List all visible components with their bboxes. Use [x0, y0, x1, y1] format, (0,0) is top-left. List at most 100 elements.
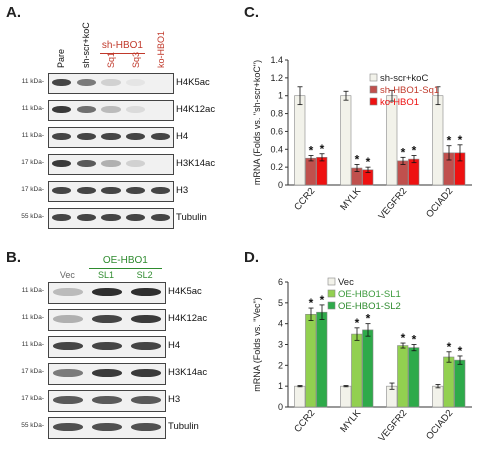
protein-band [130, 422, 161, 432]
blot-label: H4 [176, 130, 189, 142]
significance-mark: * [309, 144, 314, 158]
protein-band [91, 287, 123, 297]
blot-label: H4K5ac [176, 76, 210, 88]
blot-strip [48, 73, 174, 94]
legend-label: OE-HBO1-SL2 [338, 301, 401, 312]
significance-mark: * [412, 333, 417, 347]
protein-band [101, 213, 121, 222]
kda-marker: 11 kDa- [21, 341, 44, 348]
protein-band [126, 132, 146, 141]
y-tick-label: 0.4 [270, 144, 283, 154]
protein-band [53, 341, 84, 351]
significance-mark: * [447, 134, 452, 148]
y-tick-label: 4 [278, 319, 283, 329]
blot-label: H3K14ac [168, 367, 208, 378]
significance-mark: * [320, 142, 325, 156]
y-tick-label: 0.2 [270, 162, 283, 172]
legend-label: sh-scr+koC [380, 73, 428, 84]
significance-mark: * [401, 331, 406, 345]
protein-band [51, 213, 72, 222]
bar [454, 359, 466, 408]
protein-band [76, 159, 96, 168]
protein-band [150, 132, 171, 141]
blot-strip [48, 390, 166, 412]
lane-label: Vec [59, 270, 75, 280]
significance-mark: * [458, 133, 463, 147]
protein-band [51, 132, 72, 141]
protein-band [91, 395, 123, 405]
legend-swatch [369, 97, 378, 106]
blot-label: H4K5ac [168, 286, 202, 297]
bar [305, 157, 317, 186]
protein-band [91, 314, 123, 324]
protein-band [53, 395, 84, 405]
bar [340, 385, 352, 408]
category-label: CCR2 [292, 186, 317, 213]
protein-band [126, 105, 146, 114]
category-label: MYLK [338, 407, 363, 434]
bar [432, 95, 444, 186]
significance-mark: * [401, 145, 406, 159]
category-label: OCIAD2 [424, 408, 455, 442]
significance-mark: * [366, 312, 371, 326]
category-label: MYLK [338, 185, 363, 212]
protein-band [130, 314, 161, 324]
lane-label: ko-HBO1 [155, 30, 166, 68]
significance-mark: * [355, 152, 360, 166]
bar [294, 385, 306, 408]
protein-band [101, 132, 121, 141]
bar [305, 313, 317, 408]
blot-label: H3 [176, 184, 189, 196]
kda-marker: 11 kDa- [21, 314, 44, 321]
protein-band [53, 287, 84, 297]
protein-band [76, 132, 96, 141]
blot-strip [48, 208, 174, 229]
blot-label: H3 [168, 394, 181, 405]
y-tick-label: 0.8 [270, 109, 283, 119]
y-tick-label: 3 [278, 340, 283, 350]
blot-label: H4 [168, 340, 181, 351]
protein-band [101, 105, 121, 114]
y-tick-label: 0 [278, 180, 283, 190]
category-label: OCIAD2 [424, 186, 455, 220]
protein-band [76, 213, 96, 222]
protein-band [150, 186, 171, 195]
kda-marker: 17 kDa- [21, 185, 44, 193]
kda-marker: 11 kDa- [21, 77, 44, 85]
protein-band [126, 213, 146, 222]
kda-marker: 11 kDa- [21, 287, 44, 294]
lane-label: sh-scr+koC [81, 22, 92, 68]
panel-c-letter: C. [244, 4, 259, 21]
significance-mark: * [320, 293, 325, 307]
legend-swatch [327, 301, 336, 310]
group-label: sh-HBO1 [101, 40, 143, 51]
panel-b-letter: B. [6, 249, 21, 266]
category-label: CCR2 [292, 408, 317, 435]
protein-band [53, 422, 84, 432]
y-tick-label: 2 [278, 360, 283, 370]
protein-band [91, 341, 123, 351]
blot-strip [48, 282, 166, 304]
blot-strip [48, 127, 174, 148]
category-label: VEGFR2 [376, 186, 409, 222]
blot-strip [48, 336, 166, 358]
lane-label: Pare [56, 48, 67, 68]
protein-band [91, 422, 123, 432]
panel-d-letter: D. [244, 249, 259, 266]
blot-label: H4K12ac [168, 313, 208, 324]
blot-strip [48, 181, 174, 202]
panel-d-bar-chart: 0 1 2 3 4 5 6 mRNA (Folds vs. "Vec") * * CCR2 * * MYL… [252, 277, 472, 444]
bar [316, 311, 328, 408]
bar [408, 347, 420, 408]
protein-band [150, 213, 171, 222]
panel-c-bar-chart: 0 0.2 0.4 0.6 0.8 1 1.2 1.4 mRNA (Folds vs. "sh-… [252, 55, 472, 222]
y-tick-label: 1 [278, 381, 283, 391]
legend-swatch [369, 85, 378, 94]
blot-label: H4K12ac [176, 103, 216, 115]
blot-label: Tubulin [176, 211, 207, 223]
y-tick-label: 0 [278, 402, 283, 412]
protein-band [126, 159, 146, 168]
group-underline [99, 53, 146, 54]
protein-band [130, 368, 161, 378]
protein-band [76, 78, 96, 87]
